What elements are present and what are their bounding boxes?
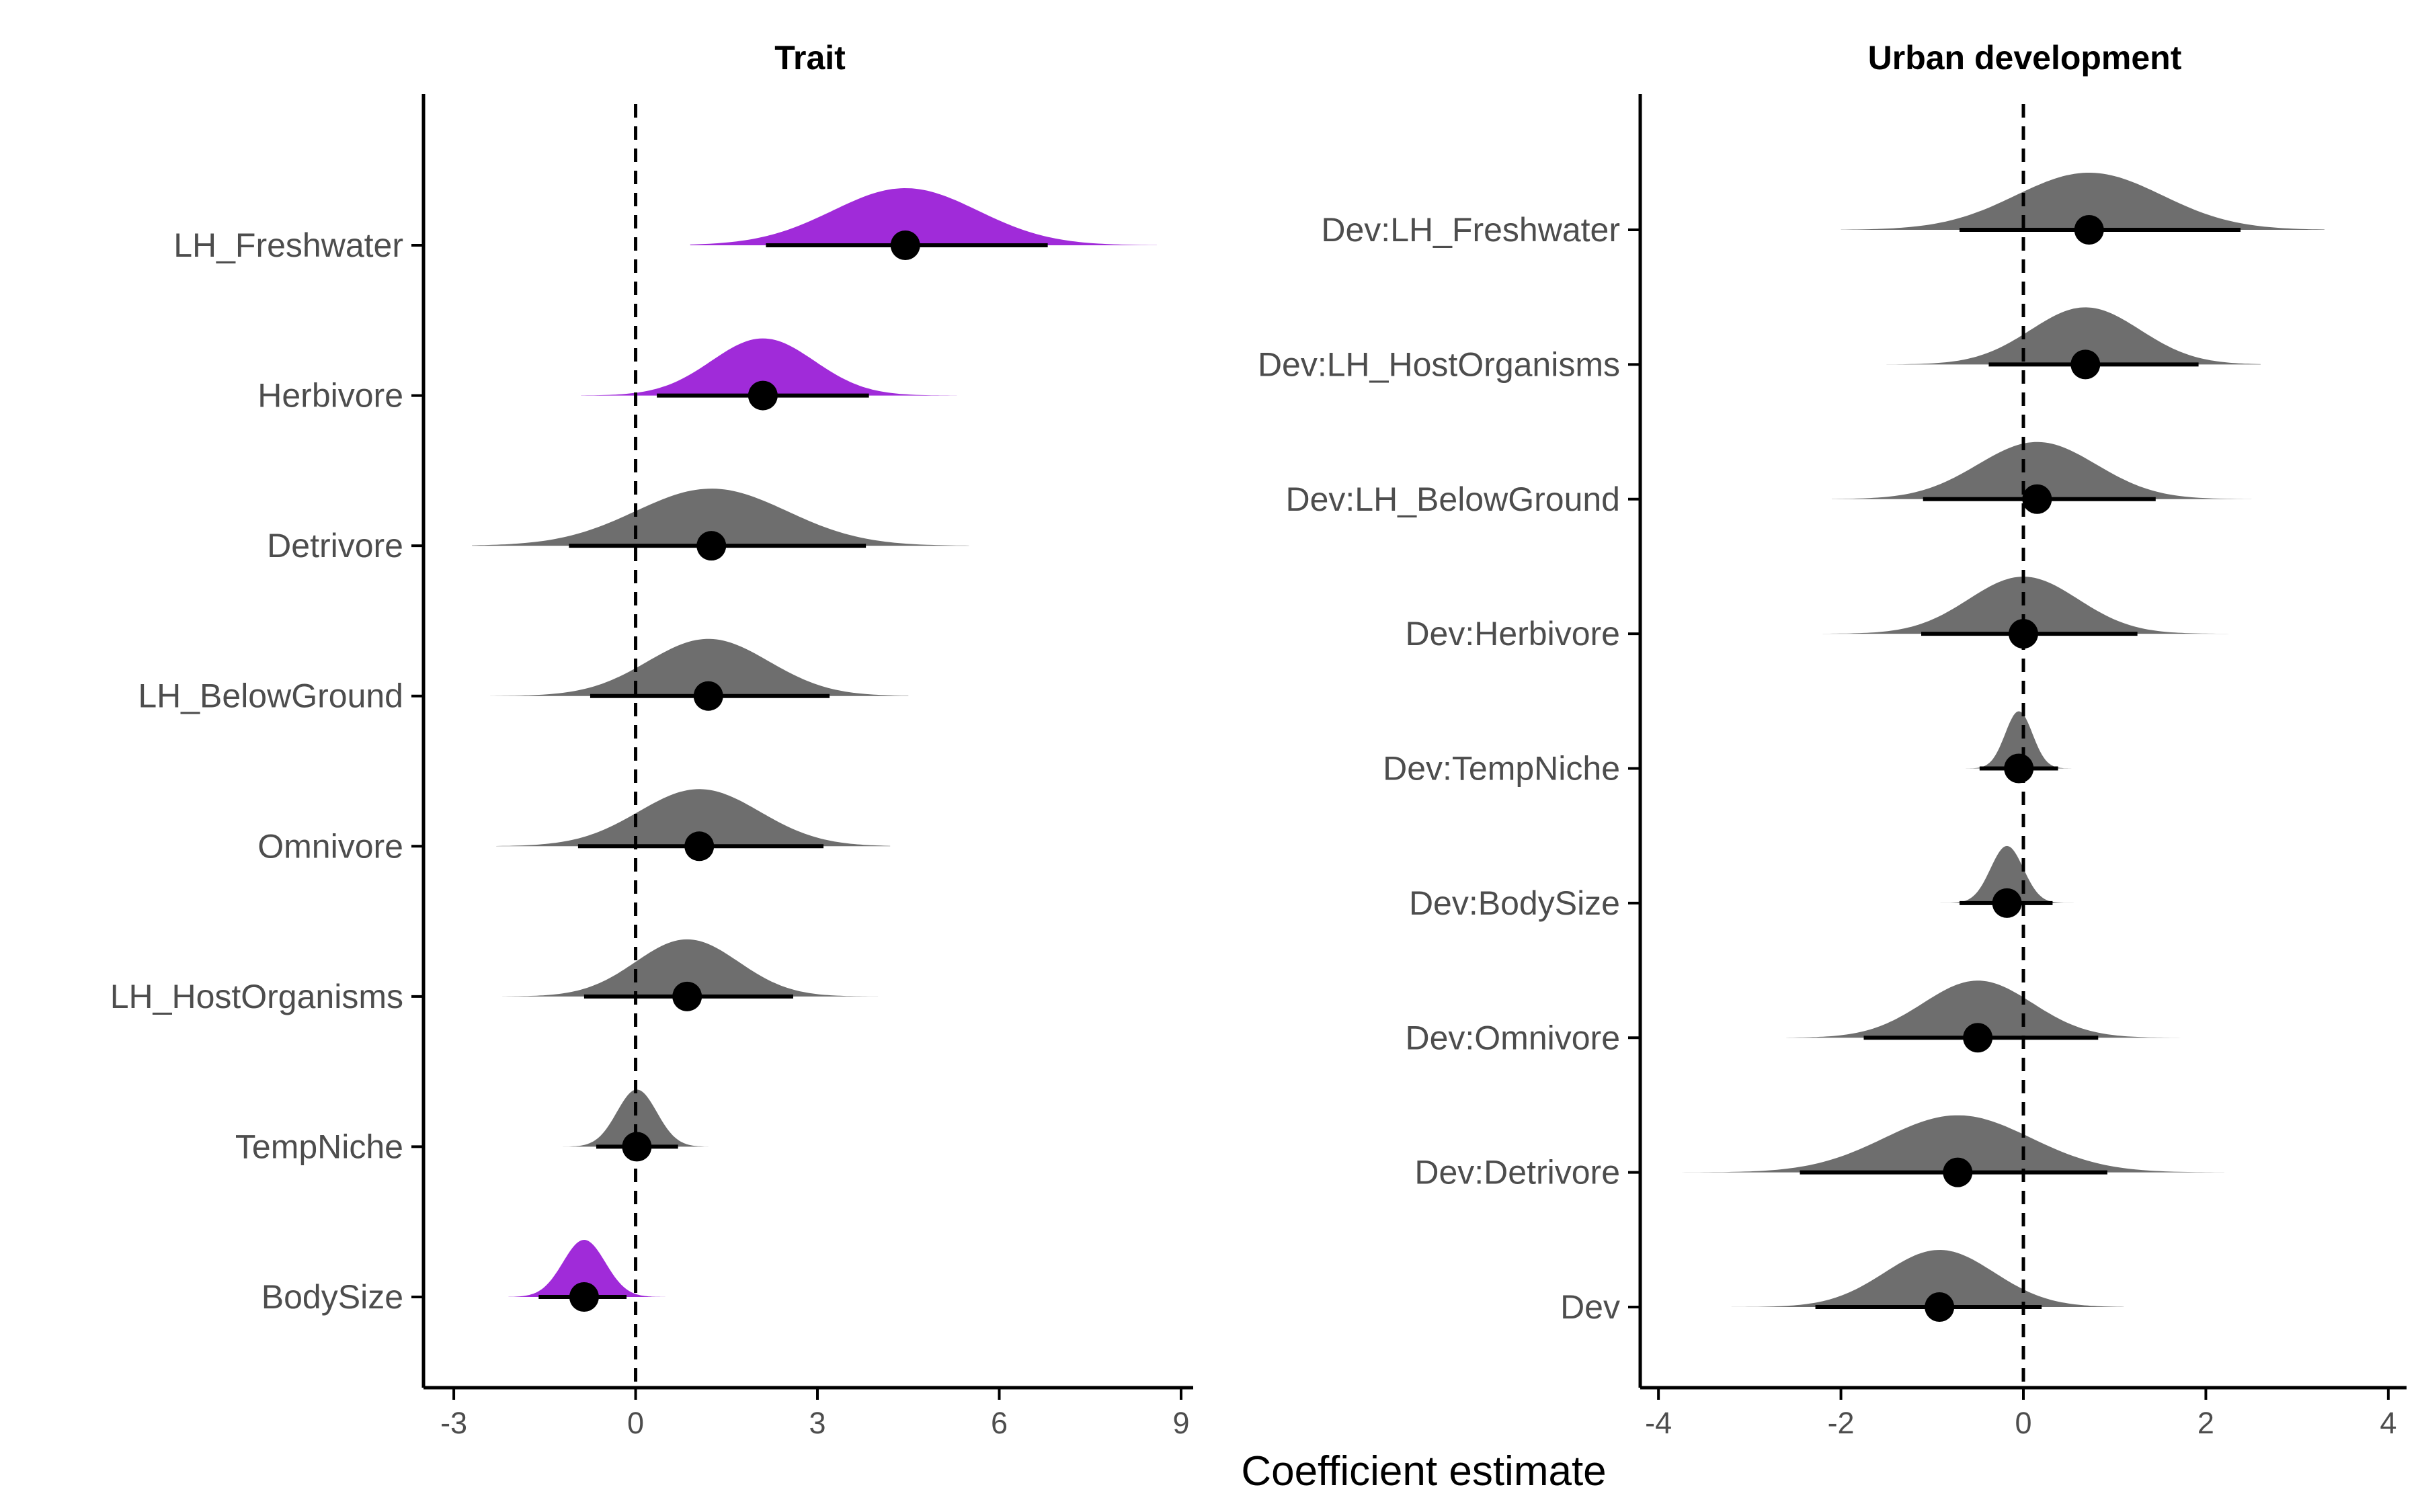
row-dev-omnivore: Dev:Omnivore [1405,980,2188,1056]
point-estimate [1925,1292,1955,1322]
y-tick-label: Dev:TempNiche [1383,750,1620,788]
y-tick-label: Dev [1560,1288,1620,1326]
point-estimate [1963,1023,1993,1053]
x-tick-label: 0 [2015,1406,2031,1440]
point-estimate [1943,1157,1973,1187]
density-shape [1841,173,2325,230]
row-dev-bodysize: Dev:BodySize [1409,845,2079,922]
x-tick-label: 6 [991,1406,1008,1440]
y-tick-label: BodySize [261,1278,403,1316]
y-tick-label: Dev:BodySize [1409,884,1620,922]
density-shape [1822,577,2234,634]
x-tick-label: 9 [1172,1406,1189,1440]
density-shape [1677,1115,2224,1173]
point-estimate [2070,349,2101,380]
x-tick-label: 2 [2197,1406,2214,1440]
y-tick-label: Herbivore [257,377,403,415]
y-tick-label: LH_Freshwater [173,226,403,264]
row-dev: Dev [1560,1250,2124,1326]
point-estimate [2009,619,2038,649]
density-shape [690,188,1157,245]
x-tick-label: 0 [627,1406,644,1440]
row-lh-belowground: LH_BelowGround [138,638,909,715]
panel-trait: Trait -3 0 3 6 9 LH_Freshwater Herbivore Detrivo… [110,39,1193,1440]
point-estimate [890,230,920,260]
y-tick-label: Dev:Omnivore [1405,1019,1620,1056]
point-estimate [2022,484,2052,514]
point-estimate [684,831,715,862]
row-dev-lh-belowground: Dev:LH_BelowGround [1286,442,2252,518]
density-shape [490,638,909,696]
panel-title: Trait [774,39,846,77]
panel-urban-development: Urban development -4 -2 0 2 4 Dev:LH_Freshwate… [1258,39,2407,1440]
row-herbivore: Herbivore [257,338,957,415]
row-dev-lh-hostorganisms: Dev:LH_HostOrganisms [1258,307,2261,383]
point-estimate [1992,888,2022,918]
y-tick-label: Omnivore [257,827,403,865]
row-dev-herbivore: Dev:Herbivore [1405,577,2234,653]
row-dev-detrivore: Dev:Detrivore [1414,1115,2224,1191]
panel-title: Urban development [1868,39,2182,77]
density-shape [563,1089,709,1147]
y-tick-label: Dev:LH_Freshwater [1321,211,1620,249]
density-shape [1786,980,2188,1038]
y-tick-label: LH_HostOrganisms [110,978,403,1015]
x-tick-label: -2 [1828,1406,1855,1440]
row-omnivore: Omnivore [257,789,891,865]
density-shape [1886,307,2261,365]
y-tick-label: LH_BelowGround [138,677,403,715]
density-shape [1950,711,2079,769]
row-tempniche: TempNiche [235,1089,709,1165]
y-tick-label: Dev:LH_HostOrganisms [1258,345,1620,383]
row-dev-tempniche: Dev:TempNiche [1383,711,2079,788]
x-tick-label: 3 [809,1406,826,1440]
density-shape [496,789,891,847]
row-lh-freshwater: LH_Freshwater [173,188,1157,264]
point-estimate [693,681,723,711]
point-estimate [2004,753,2034,784]
x-tick-label: -4 [1645,1406,1672,1440]
point-estimate [569,1282,599,1312]
row-lh-hostorganisms: LH_HostOrganisms [110,939,879,1015]
y-tick-label: Detrivore [267,527,403,564]
y-tick-label: TempNiche [235,1128,403,1165]
point-estimate [2074,215,2104,245]
row-dev-lh-freshwater: Dev:LH_Freshwater [1321,173,2325,249]
y-tick-label: Dev:LH_BelowGround [1286,480,1621,518]
density-shape [1832,442,2252,499]
row-detrivore: Detrivore [267,489,969,564]
density-shape [502,939,879,997]
y-tick-label: Dev:Herbivore [1405,615,1620,653]
density-shape [1923,845,2079,903]
x-axis-title: Coefficient estimate [1241,1448,1606,1495]
density-shape [581,338,957,396]
y-tick-label: Dev:Detrivore [1414,1154,1620,1191]
point-estimate [672,981,702,1011]
density-shape [1731,1250,2124,1307]
point-estimate [696,531,727,561]
x-tick-label: 4 [2380,1406,2396,1440]
x-tick-label: -3 [440,1406,467,1440]
density-shape [508,1240,666,1297]
density-shape [472,489,969,546]
point-estimate [748,380,778,411]
point-estimate [622,1132,652,1162]
row-bodysize: BodySize [261,1240,666,1316]
